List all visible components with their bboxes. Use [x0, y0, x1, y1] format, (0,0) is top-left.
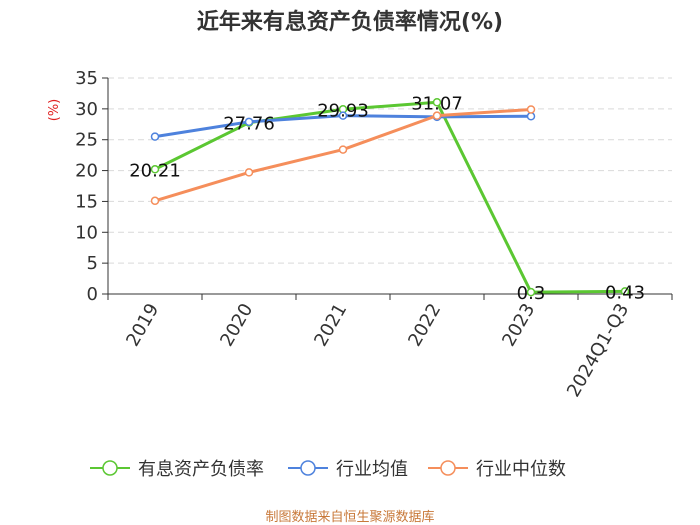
- data-point: [620, 287, 630, 296]
- y-tick-label: 0: [87, 284, 98, 305]
- data-point: [244, 117, 254, 127]
- x-axis-ticks: 2019 2020 2021 2022 2023 2024Q1-Q3: [107, 294, 673, 401]
- chart-title: 近年来有息资产负债率情况(%): [196, 10, 504, 35]
- data-point: [338, 145, 348, 154]
- data-point: [526, 112, 536, 121]
- source-note: 制图数据来自恒生聚源数据库: [265, 510, 435, 525]
- data-point: [150, 196, 160, 206]
- data-label: 0.3: [517, 283, 546, 304]
- data-label: 20.21: [129, 160, 181, 181]
- data-point: [150, 132, 160, 141]
- y-tick-label: 35: [75, 68, 98, 89]
- y-tick-label: 30: [75, 99, 98, 120]
- data-point: [338, 111, 348, 120]
- series-line-1: [154, 100, 626, 294]
- y-axis-ticks: 0 5 10 15 20 25 30 35: [75, 68, 108, 305]
- data-point: [526, 105, 536, 114]
- y-tick-label: 25: [75, 130, 98, 151]
- x-tick-label: 2024Q1-Q3: [563, 300, 633, 401]
- data-point: [432, 111, 442, 120]
- x-tick-label: 2021: [310, 300, 351, 350]
- x-tick-label: 2020: [216, 300, 257, 350]
- data-label: 29.93: [317, 100, 369, 121]
- y-tick-label: 10: [75, 222, 98, 243]
- data-labels: 20.21 27.76 29.93 31.07 0.3 0.43: [129, 93, 645, 304]
- data-point: [432, 98, 442, 107]
- y-tick-label: 5: [87, 253, 98, 274]
- y-tick-label: 20: [75, 161, 98, 182]
- x-tick-label: 2019: [122, 300, 163, 350]
- legend-swatch-marker: [300, 460, 316, 476]
- legend: 有息资产负债率 行业均值 行业中位数: [90, 459, 566, 480]
- y-tick-label: 15: [75, 191, 98, 212]
- legend-label: 行业中位数: [476, 459, 566, 480]
- legend-swatch-marker: [102, 460, 118, 476]
- series-line-3: [154, 107, 532, 203]
- legend-label: 行业均值: [336, 459, 408, 480]
- series-lines: [150, 98, 630, 297]
- x-tick-label: 2023: [498, 300, 539, 350]
- y-axis-label: (%): [47, 99, 62, 122]
- legend-swatch-marker: [440, 460, 456, 476]
- data-label: 31.07: [411, 93, 463, 114]
- x-tick-label: 2022: [404, 300, 445, 350]
- grid-lines: [108, 77, 672, 264]
- data-point: [526, 287, 536, 297]
- axes: [107, 78, 672, 295]
- legend-label: 有息资产负债率: [138, 459, 264, 480]
- data-point: [244, 168, 254, 177]
- data-point: [150, 165, 160, 174]
- data-label: 27.76: [223, 114, 275, 135]
- data-label: 0.43: [605, 282, 645, 303]
